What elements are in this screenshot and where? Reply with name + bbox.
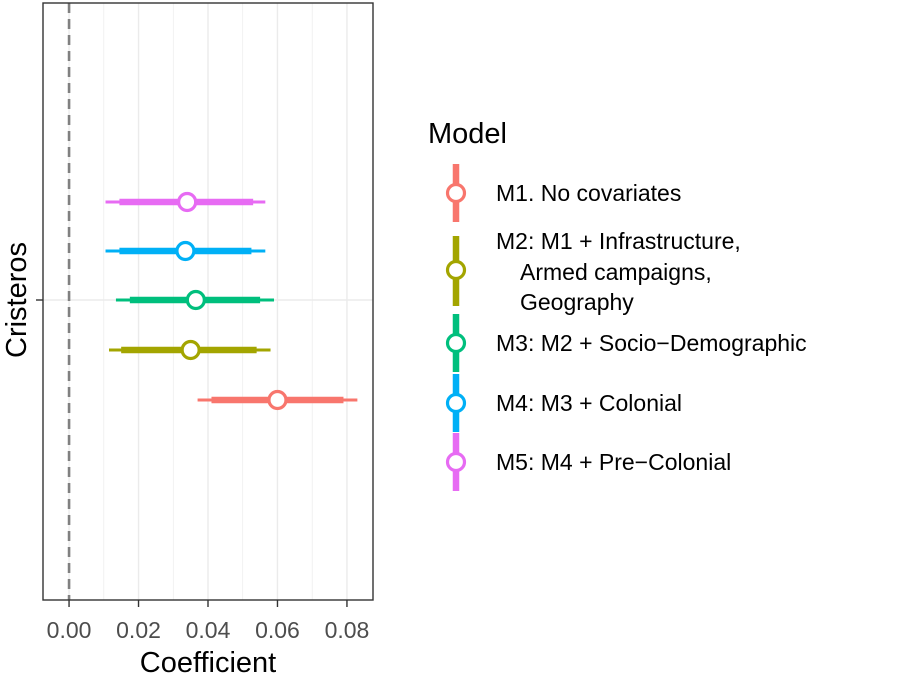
x-tick-label-4: 0.08	[325, 617, 370, 643]
legend-key-point	[445, 259, 467, 281]
legend-item-2: M2: M1 + Infrastructure, Armed campaigns,…	[445, 228, 741, 315]
series-4-mark	[105, 240, 266, 262]
point-estimate	[267, 389, 288, 411]
legend-item-1: M1. No covariates	[445, 164, 681, 222]
x-axis-title: Coefficient	[140, 647, 277, 679]
legend-item-3: M3: M2 + Socio−Demographic	[445, 314, 807, 372]
legend-label: M1. No covariates	[496, 180, 681, 206]
legend-label: M2: M1 + Infrastructure,	[496, 228, 741, 254]
legend-key-point	[445, 332, 467, 354]
series-3-mark	[115, 289, 274, 311]
x-tick-label-3: 0.06	[255, 617, 300, 643]
legend-key-point	[445, 451, 467, 473]
series-5-mark	[105, 191, 266, 213]
legend-title: Model	[428, 118, 507, 150]
legend-label: Geography	[520, 289, 634, 315]
legend-item-4: M4: M3 + Colonial	[445, 374, 682, 432]
legend-key-point	[445, 182, 467, 204]
legend-label: M4: M3 + Colonial	[496, 390, 682, 416]
y-axis-title: Cristeros	[1, 242, 33, 358]
legend: M1. No covariates M2: M1 + Infrastructure…	[445, 164, 807, 491]
legend-item-5: M5: M4 + Pre−Colonial	[445, 433, 731, 491]
interval-marks	[105, 191, 358, 411]
point-estimate	[185, 289, 206, 311]
legend-key-point	[445, 392, 467, 414]
legend-label: M5: M4 + Pre−Colonial	[496, 449, 731, 475]
series-1-mark	[197, 389, 358, 411]
legend-label: Armed campaigns,	[520, 259, 712, 285]
x-tick-label-1: 0.02	[116, 617, 161, 643]
series-2-mark	[109, 339, 271, 361]
x-tick-label-0: 0.00	[47, 617, 92, 643]
point-estimate	[175, 240, 196, 262]
legend-label: M3: M2 + Socio−Demographic	[496, 330, 807, 356]
point-estimate	[180, 339, 201, 361]
x-axis-ticks: 0.00 0.02 0.04 0.06 0.08	[47, 600, 370, 643]
point-estimate	[177, 191, 198, 213]
x-tick-label-2: 0.04	[186, 617, 231, 643]
